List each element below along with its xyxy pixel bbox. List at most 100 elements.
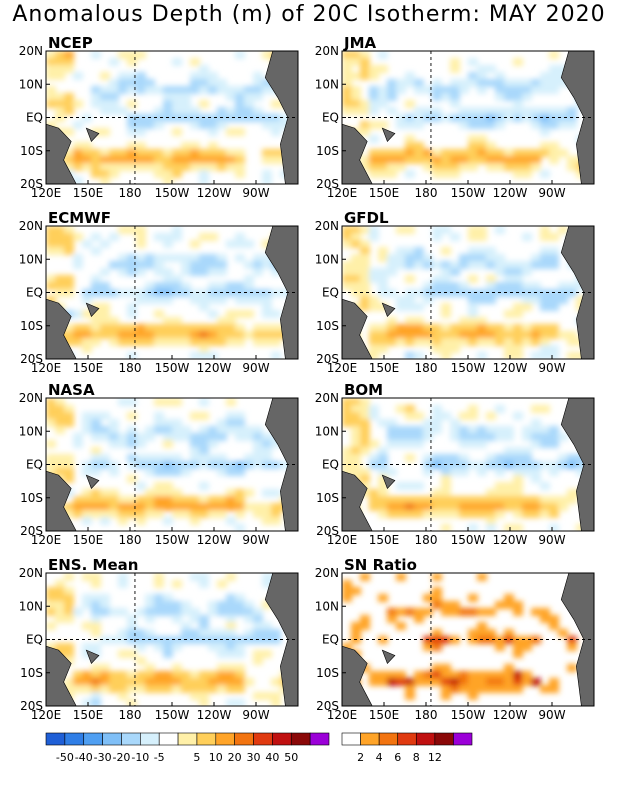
x-tick-label: 150E bbox=[369, 186, 400, 200]
x-tick-label: 120W bbox=[197, 533, 232, 547]
x-tick-label: 180 bbox=[415, 708, 438, 722]
land-americas bbox=[560, 51, 594, 184]
anomaly-field bbox=[342, 226, 594, 359]
y-tick-label: 20S bbox=[316, 352, 339, 366]
x-tick-label: 150E bbox=[369, 708, 400, 722]
x-tick-label: 150E bbox=[73, 708, 104, 722]
y-tick-label: 20N bbox=[19, 566, 43, 580]
colorbar-label: 8 bbox=[413, 751, 420, 764]
x-tick-label: 180 bbox=[415, 533, 438, 547]
x-tick-label: 180 bbox=[415, 186, 438, 200]
colorbar-label: -10 bbox=[131, 751, 149, 764]
y-tick-label: EQ bbox=[322, 111, 339, 125]
x-tick-label: 150E bbox=[369, 361, 400, 375]
colorbar-swatch bbox=[290, 732, 311, 746]
x-tick-label: 120E bbox=[31, 708, 62, 722]
x-tick-label: 120W bbox=[493, 708, 528, 722]
panel-label: NCEP bbox=[48, 34, 93, 52]
x-tick-label: 150E bbox=[73, 361, 104, 375]
land-west bbox=[46, 298, 77, 359]
y-tick-label: 20N bbox=[315, 44, 339, 58]
x-tick-label: 120W bbox=[493, 361, 528, 375]
x-tick-label: 150E bbox=[369, 533, 400, 547]
colorbar-label: -50 bbox=[56, 751, 74, 764]
colorbar-label: -40 bbox=[75, 751, 93, 764]
x-tick-label: 120E bbox=[327, 708, 358, 722]
colorbar-label: 5 bbox=[193, 751, 200, 764]
y-tick-label: 20S bbox=[316, 524, 339, 538]
colorbar-swatch bbox=[140, 732, 160, 746]
y-tick-label: 20N bbox=[19, 219, 43, 233]
x-tick-label: 120W bbox=[197, 708, 232, 722]
colorbar-swatch bbox=[341, 732, 361, 746]
y-tick-label: EQ bbox=[322, 458, 339, 472]
x-tick-label: 150W bbox=[155, 708, 190, 722]
x-tick-label: 150W bbox=[155, 361, 190, 375]
panel-label: GFDL bbox=[344, 209, 389, 227]
land-americas bbox=[560, 573, 594, 706]
land-island bbox=[381, 474, 396, 489]
y-tick-label: EQ bbox=[322, 286, 339, 300]
y-tick-label: 10N bbox=[19, 599, 43, 613]
x-tick-label: 150W bbox=[155, 533, 190, 547]
x-tick-label: 150W bbox=[451, 186, 486, 200]
colorbar-label: 4 bbox=[376, 751, 383, 764]
x-tick-label: 150E bbox=[73, 533, 104, 547]
x-tick-label: 90W bbox=[538, 708, 565, 722]
x-tick-label: 120W bbox=[197, 186, 232, 200]
y-tick-label: EQ bbox=[26, 458, 43, 472]
colorbar-label: -5 bbox=[154, 751, 165, 764]
x-tick-label: 90W bbox=[242, 533, 269, 547]
y-tick-label: 10S bbox=[316, 491, 339, 505]
x-tick-label: 180 bbox=[119, 361, 142, 375]
colorbar-label: 6 bbox=[394, 751, 401, 764]
y-tick-label: 20S bbox=[20, 524, 43, 538]
x-tick-label: 90W bbox=[242, 708, 269, 722]
y-tick-label: 20S bbox=[20, 177, 43, 191]
y-tick-label: 10S bbox=[20, 666, 43, 680]
y-tick-label: 10S bbox=[316, 319, 339, 333]
land-west bbox=[342, 298, 373, 359]
x-tick-label: 120E bbox=[327, 186, 358, 200]
y-tick-label: 10N bbox=[315, 252, 339, 266]
y-tick-label: EQ bbox=[26, 111, 43, 125]
x-tick-label: 150W bbox=[155, 186, 190, 200]
colorbar-swatch bbox=[177, 732, 198, 746]
land-americas bbox=[264, 226, 298, 359]
y-tick-label: 20N bbox=[19, 391, 43, 405]
colorbar-swatch bbox=[158, 732, 179, 746]
x-tick-label: 120E bbox=[327, 361, 358, 375]
y-tick-label: 10N bbox=[19, 424, 43, 438]
y-tick-label: EQ bbox=[26, 286, 43, 300]
colorbar-label: 20 bbox=[228, 751, 242, 764]
x-tick-label: 180 bbox=[119, 708, 142, 722]
x-tick-label: 150E bbox=[73, 186, 104, 200]
land-island bbox=[85, 127, 100, 142]
x-tick-label: 90W bbox=[242, 361, 269, 375]
land-island bbox=[85, 302, 100, 317]
y-tick-label: 10S bbox=[20, 491, 43, 505]
colorbar-label: -30 bbox=[94, 751, 112, 764]
x-tick-label: 90W bbox=[538, 186, 565, 200]
x-tick-label: 180 bbox=[119, 533, 142, 547]
panel-label: JMA bbox=[343, 34, 377, 52]
y-tick-label: 10N bbox=[19, 252, 43, 266]
x-tick-label: 120W bbox=[197, 361, 232, 375]
anomaly-field bbox=[46, 226, 298, 359]
land-island bbox=[85, 474, 100, 489]
colorbar-swatch bbox=[83, 732, 103, 746]
land-island bbox=[85, 649, 100, 664]
land-island bbox=[381, 649, 396, 664]
land-americas bbox=[560, 398, 594, 531]
y-tick-label: 10S bbox=[316, 144, 339, 158]
land-west bbox=[342, 123, 373, 184]
land-west bbox=[46, 645, 77, 706]
x-tick-label: 120W bbox=[493, 186, 528, 200]
panel-label: ECMWF bbox=[48, 209, 111, 227]
colorbar-swatch bbox=[309, 732, 330, 746]
